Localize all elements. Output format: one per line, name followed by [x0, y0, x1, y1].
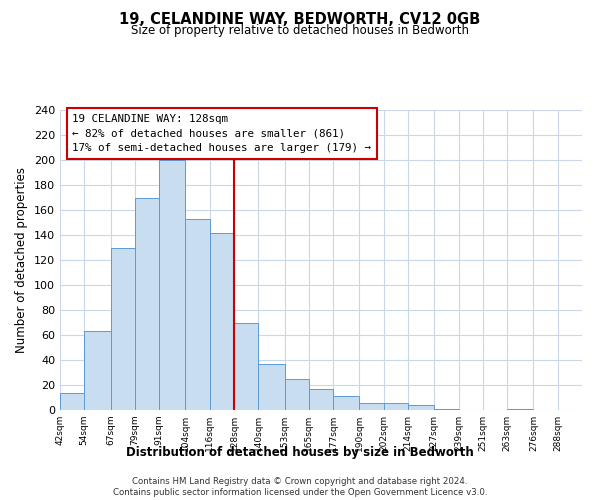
Text: Contains HM Land Registry data © Crown copyright and database right 2024.: Contains HM Land Registry data © Crown c… — [132, 476, 468, 486]
Bar — [309, 389, 333, 410]
Bar — [333, 396, 359, 410]
Bar — [110, 248, 135, 410]
Bar — [159, 160, 185, 410]
Bar — [84, 331, 110, 410]
Bar — [434, 409, 458, 410]
Bar — [234, 322, 258, 410]
Bar — [258, 364, 284, 410]
Bar — [284, 379, 309, 410]
Text: Size of property relative to detached houses in Bedworth: Size of property relative to detached ho… — [131, 24, 469, 37]
Bar — [408, 405, 434, 410]
Bar — [210, 232, 234, 410]
Y-axis label: Number of detached properties: Number of detached properties — [16, 167, 28, 353]
Bar — [135, 198, 159, 410]
Bar — [60, 392, 84, 410]
Text: Distribution of detached houses by size in Bedworth: Distribution of detached houses by size … — [126, 446, 474, 459]
Bar — [359, 402, 384, 410]
Text: 19, CELANDINE WAY, BEDWORTH, CV12 0GB: 19, CELANDINE WAY, BEDWORTH, CV12 0GB — [119, 12, 481, 28]
Bar — [507, 409, 533, 410]
Text: Contains public sector information licensed under the Open Government Licence v3: Contains public sector information licen… — [113, 488, 487, 497]
Bar — [384, 402, 408, 410]
Text: 19 CELANDINE WAY: 128sqm
← 82% of detached houses are smaller (861)
17% of semi-: 19 CELANDINE WAY: 128sqm ← 82% of detach… — [72, 114, 371, 154]
Bar — [185, 219, 210, 410]
